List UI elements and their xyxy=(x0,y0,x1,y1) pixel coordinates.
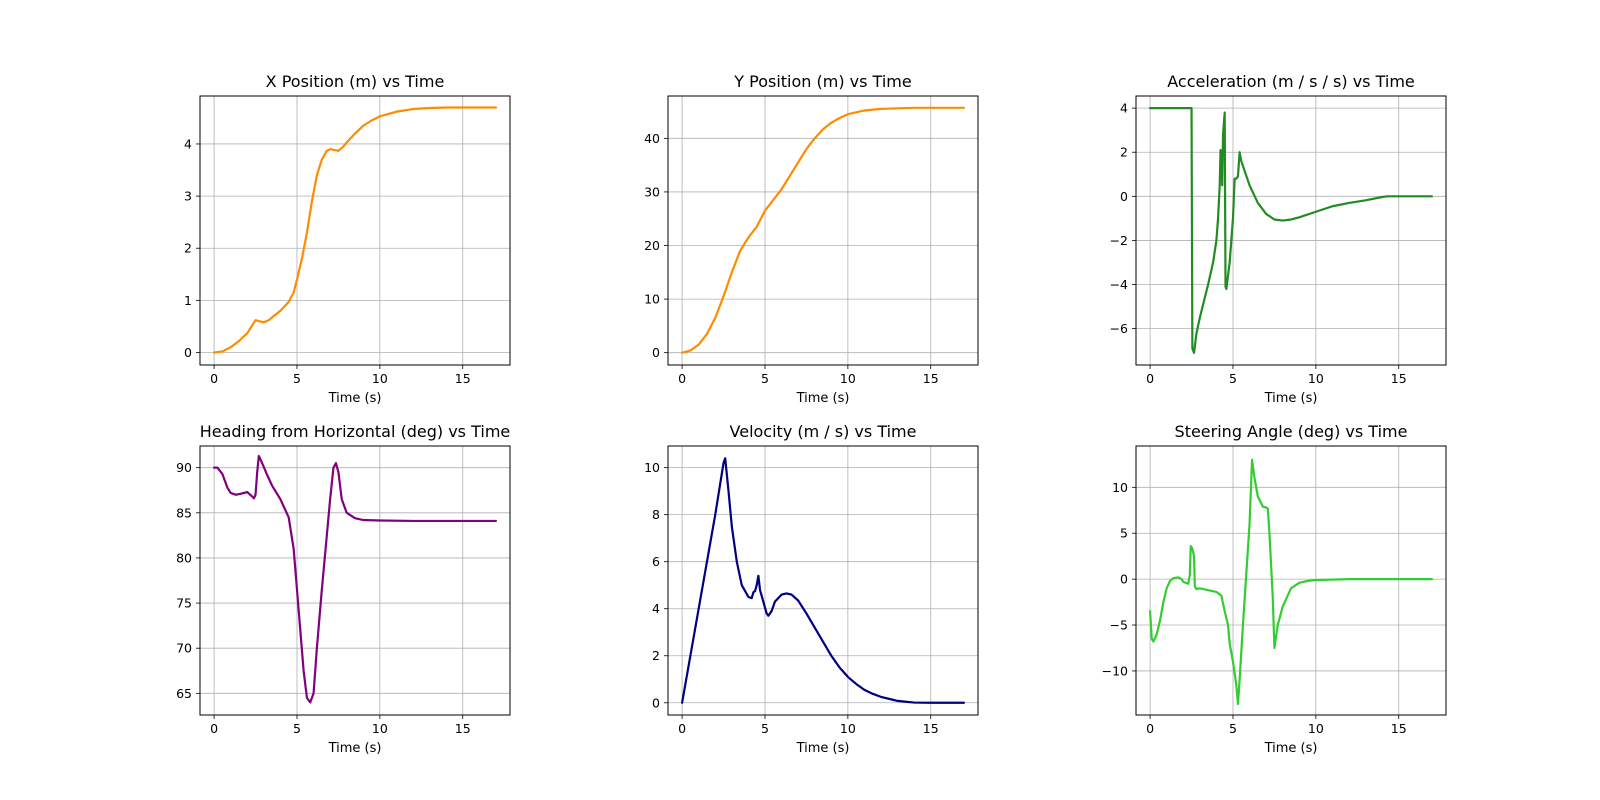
x-tick-label: 5 xyxy=(293,721,301,736)
x-tick-label: 15 xyxy=(455,371,471,386)
y-tick-label: 65 xyxy=(176,686,192,701)
y-tick-label: 4 xyxy=(184,136,192,151)
series-line xyxy=(1148,107,1434,354)
x-axis-label: Time (s) xyxy=(328,741,382,756)
subplot-3: 0 5 10 15 4 2 0 −2 −4 −6 Acceleration (m / s / s) … xyxy=(1110,72,1447,406)
chart-title: Acceleration (m / s / s) vs Time xyxy=(1167,72,1415,91)
y-tick-label: 20 xyxy=(644,238,660,253)
x-tick-label: 5 xyxy=(761,371,769,386)
axes-frame xyxy=(667,445,979,716)
x-tick-label: 10 xyxy=(840,721,856,736)
x-tick-label: 10 xyxy=(1308,371,1324,386)
x-tick-label: 15 xyxy=(923,721,939,736)
series-line xyxy=(212,454,498,704)
chart-title: Velocity (m / s) vs Time xyxy=(730,422,917,441)
x-tick-label: 0 xyxy=(210,371,218,386)
y-tick-label: 80 xyxy=(176,550,192,565)
x-tick-label: 15 xyxy=(455,721,471,736)
y-tick-label: 40 xyxy=(644,131,660,146)
y-tick-label: −6 xyxy=(1110,321,1128,336)
x-tick-label: 15 xyxy=(1391,371,1407,386)
subplot-6: 0 5 10 15 10 5 0 −5 −10 Steering Angle (deg) vs T… xyxy=(1102,422,1447,756)
subplot-1: 0 5 10 15 0 1 2 3 4 X Position (m) vs Time Time (s… xyxy=(184,72,511,406)
y-tick-label: 4 xyxy=(652,601,660,616)
series-line xyxy=(1148,458,1434,706)
axes-frame xyxy=(1135,95,1447,366)
y-tick-label: 0 xyxy=(652,695,660,710)
x-tick-label: 5 xyxy=(1229,371,1237,386)
x-tick-label: 10 xyxy=(372,371,388,386)
chart-title: Heading from Horizontal (deg) vs Time xyxy=(200,422,511,441)
y-tick-label: 0 xyxy=(1120,189,1128,204)
series-line xyxy=(680,106,966,354)
x-tick-label: 0 xyxy=(678,721,686,736)
y-tick-label: 70 xyxy=(176,641,192,656)
x-tick-label: 0 xyxy=(210,721,218,736)
subplot-4: 0 5 10 15 90 85 80 75 70 65 Heading from Horizonta… xyxy=(176,422,511,756)
x-tick-label: 5 xyxy=(761,721,769,736)
y-tick-label: −4 xyxy=(1110,277,1128,292)
x-tick-label: 10 xyxy=(840,371,856,386)
y-tick-label: −5 xyxy=(1110,618,1128,633)
y-tick-label: 0 xyxy=(652,345,660,360)
y-tick-label: 0 xyxy=(1120,572,1128,587)
subplot-2: 0 5 10 15 0 10 20 30 40 Y Position (m) vs Time Tim… xyxy=(644,72,979,406)
y-tick-label: 4 xyxy=(1120,101,1128,116)
x-tick-label: 10 xyxy=(1308,721,1324,736)
x-tick-label: 15 xyxy=(923,371,939,386)
y-tick-label: −2 xyxy=(1110,233,1128,248)
axes-frame xyxy=(1135,445,1447,716)
y-tick-label: 1 xyxy=(184,293,192,308)
x-tick-label: 5 xyxy=(293,371,301,386)
x-tick-label: 15 xyxy=(1391,721,1407,736)
y-tick-label: 5 xyxy=(1120,526,1128,541)
series-line xyxy=(680,457,966,704)
y-tick-label: 75 xyxy=(176,596,192,611)
x-tick-label: 10 xyxy=(372,721,388,736)
x-axis-label: Time (s) xyxy=(796,391,850,406)
axes-frame xyxy=(199,445,511,716)
x-axis-label: Time (s) xyxy=(796,741,850,756)
y-tick-label: 2 xyxy=(184,241,192,256)
chart-title: Y Position (m) vs Time xyxy=(733,72,911,91)
y-tick-label: −10 xyxy=(1102,663,1128,678)
y-tick-label: 3 xyxy=(184,189,192,204)
x-tick-label: 5 xyxy=(1229,721,1237,736)
x-axis-label: Time (s) xyxy=(1264,391,1318,406)
y-tick-label: 85 xyxy=(176,505,192,520)
y-tick-label: 6 xyxy=(652,554,660,569)
y-tick-label: 90 xyxy=(176,460,192,475)
series-line xyxy=(212,106,498,354)
y-tick-label: 10 xyxy=(644,460,660,475)
axes-frame xyxy=(199,95,511,366)
y-tick-label: 30 xyxy=(644,184,660,199)
x-axis-label: Time (s) xyxy=(1264,741,1318,756)
x-tick-label: 0 xyxy=(678,371,686,386)
y-tick-label: 2 xyxy=(652,648,660,663)
axes-frame xyxy=(667,95,979,366)
y-tick-label: 10 xyxy=(644,292,660,307)
y-tick-label: 2 xyxy=(1120,145,1128,160)
y-tick-label: 0 xyxy=(184,345,192,360)
chart-title: X Position (m) vs Time xyxy=(266,72,445,91)
chart-title: Steering Angle (deg) vs Time xyxy=(1175,422,1408,441)
y-tick-label: 8 xyxy=(652,507,660,522)
x-tick-label: 0 xyxy=(1146,371,1154,386)
x-tick-label: 0 xyxy=(1146,721,1154,736)
x-axis-label: Time (s) xyxy=(328,391,382,406)
subplot-5: 0 5 10 15 0 2 4 6 8 10 Velocity (m / s) vs Time Tim… xyxy=(644,422,979,756)
y-tick-label: 10 xyxy=(1112,480,1128,495)
